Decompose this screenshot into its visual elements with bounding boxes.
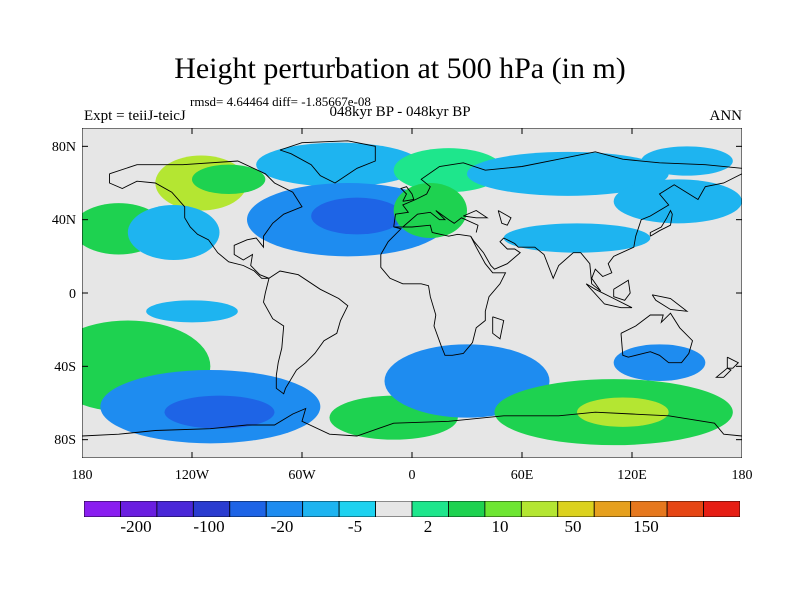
lat-tick-label: 40N bbox=[51, 213, 76, 228]
colorbar-swatch bbox=[192, 501, 231, 517]
coastline bbox=[380, 226, 402, 255]
lon-tick-label: 180 bbox=[731, 468, 753, 483]
coastline bbox=[649, 209, 673, 237]
colorbar-swatch bbox=[411, 501, 449, 517]
anomaly-region bbox=[146, 300, 238, 323]
coastline bbox=[715, 367, 732, 378]
coastline bbox=[492, 316, 505, 340]
coastline bbox=[620, 312, 694, 364]
coastline bbox=[380, 235, 507, 356]
lon-tick-label: 180 bbox=[71, 468, 93, 483]
map-plot bbox=[82, 128, 742, 458]
colorbar-swatch bbox=[703, 501, 740, 517]
lon-tick-label: 120E bbox=[617, 468, 647, 483]
colorbar-swatch bbox=[84, 501, 121, 517]
coastline bbox=[82, 407, 742, 437]
lon-tick-label: 120W bbox=[174, 468, 210, 483]
colorbar-label: -100 bbox=[193, 517, 225, 536]
colorbar-label: -5 bbox=[347, 517, 363, 536]
colorbar-swatch bbox=[120, 501, 158, 517]
coastline bbox=[393, 224, 471, 237]
lat-tick-label: 0 bbox=[69, 287, 76, 302]
coastline bbox=[393, 151, 742, 228]
coastline bbox=[585, 283, 633, 309]
coastline bbox=[497, 210, 512, 226]
lon-tick-label: 60W bbox=[288, 468, 316, 483]
anomaly-region bbox=[467, 151, 669, 196]
anomaly-region bbox=[192, 164, 266, 194]
anomaly-region bbox=[613, 179, 742, 224]
coastline bbox=[726, 356, 740, 369]
colorbar-swatch bbox=[229, 501, 267, 517]
colorbar-swatch bbox=[484, 501, 522, 517]
coastline bbox=[651, 294, 689, 312]
map-title: Height perturbation at 500 hPa (in m) bbox=[174, 52, 626, 85]
colorbar-swatch bbox=[666, 501, 704, 517]
colorbar bbox=[84, 501, 740, 517]
colorbar-swatch bbox=[448, 501, 486, 517]
coastline bbox=[400, 186, 415, 202]
lon-tick-label: 60E bbox=[510, 468, 534, 483]
colorbar-label: 10 bbox=[491, 517, 509, 536]
coastline bbox=[402, 210, 479, 233]
axis-ticks bbox=[82, 128, 742, 458]
season-label: ANN bbox=[709, 108, 743, 124]
colorbar-swatch bbox=[593, 501, 632, 517]
lat-tick-label: 80S bbox=[54, 433, 76, 448]
colorbar-swatch bbox=[156, 501, 194, 517]
coastline bbox=[463, 209, 489, 219]
colorbar-swatch bbox=[520, 501, 559, 517]
colorbar-swatch bbox=[338, 501, 376, 517]
experiment-label: Expt = teiiJ-teicJ bbox=[84, 108, 186, 124]
colorbar-swatch bbox=[557, 501, 595, 517]
colorbar-label: 150 bbox=[633, 517, 659, 536]
lat-tick-label: 40S bbox=[54, 360, 76, 375]
colorbar-label: -200 bbox=[120, 517, 152, 536]
coastline bbox=[613, 279, 631, 301]
anomaly-region bbox=[641, 146, 733, 176]
contour-field bbox=[82, 142, 742, 446]
anomaly-region bbox=[311, 197, 403, 235]
colorbar-swatch bbox=[375, 501, 413, 517]
colorbar-label: 50 bbox=[564, 517, 582, 536]
anomaly-region bbox=[393, 183, 468, 238]
anomaly-region bbox=[577, 397, 669, 427]
anomaly-region bbox=[127, 205, 220, 260]
lon-tick-label: 0 bbox=[408, 468, 416, 483]
lat-tick-label: 80N bbox=[51, 140, 76, 155]
colorbar-label: -20 bbox=[270, 517, 294, 536]
anomaly-region bbox=[613, 344, 706, 381]
anomaly-region bbox=[503, 223, 651, 253]
anomaly-region bbox=[256, 142, 422, 187]
coastlines bbox=[82, 140, 742, 437]
colorbar-swatch bbox=[630, 501, 668, 517]
coastline bbox=[263, 270, 349, 395]
colorbar-label: 2 bbox=[423, 517, 433, 536]
coastline bbox=[109, 160, 303, 279]
period-label: 048kyr BP - 048kyr BP bbox=[329, 104, 471, 120]
stats-text: rmsd= 4.64464 diff= -1.85667e-08 bbox=[190, 94, 371, 109]
colorbar-swatch bbox=[302, 501, 340, 517]
coastline bbox=[279, 140, 376, 184]
colorbar-swatch bbox=[265, 501, 304, 517]
coastline bbox=[470, 173, 742, 292]
anomaly-region bbox=[164, 395, 275, 429]
